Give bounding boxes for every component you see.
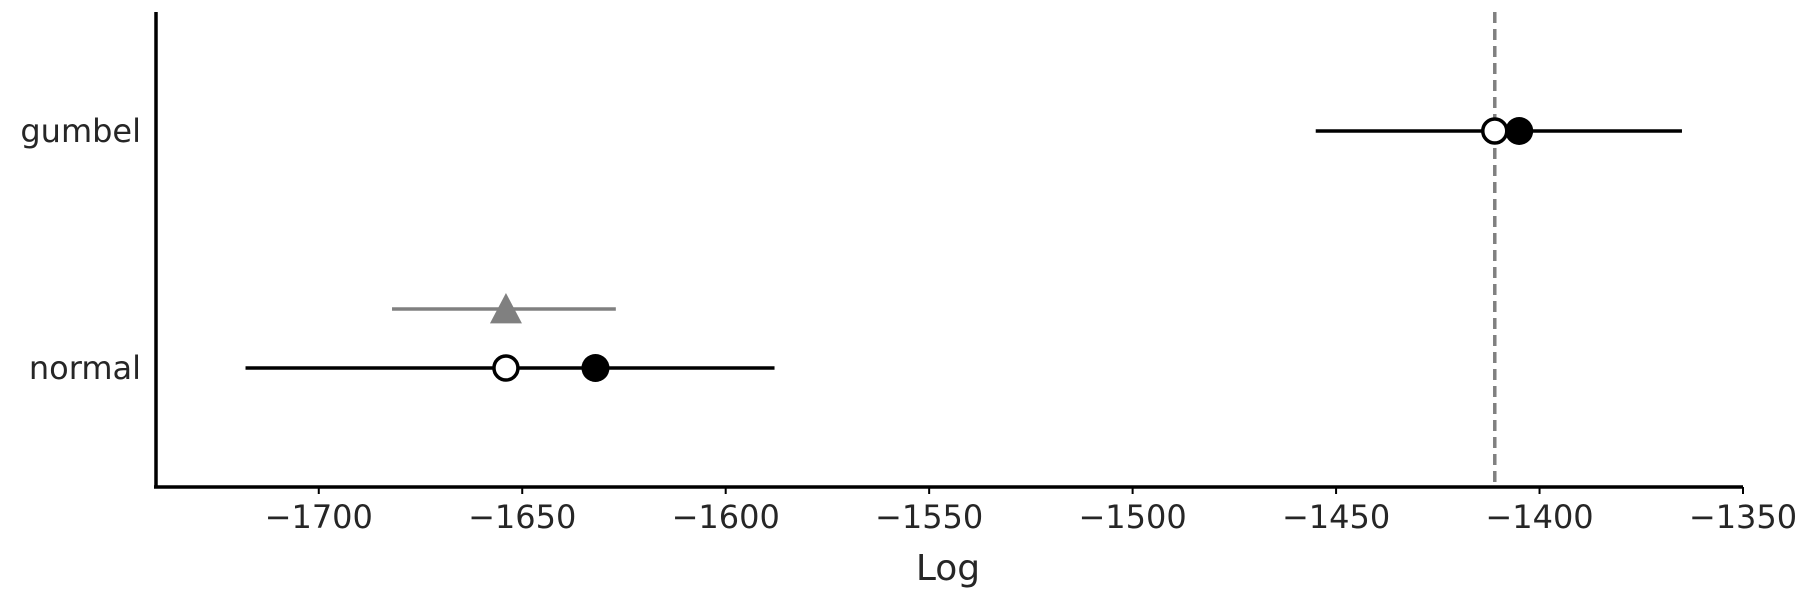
x-axis-title: Log	[916, 548, 980, 589]
x-ticks: −1700 −1650 −1600 −1550 −1500 −1450 −1400 −1350	[265, 487, 1797, 536]
estimate-marker	[1505, 117, 1534, 145]
model-label: normal	[29, 349, 141, 387]
in-sample-marker	[1481, 117, 1509, 145]
x-tick-label: −1700	[265, 498, 373, 536]
x-tick-label: −1550	[875, 498, 983, 536]
plot-area	[245, 12, 1682, 487]
x-tick-label: −1500	[1078, 498, 1186, 536]
difference-marker	[489, 293, 522, 324]
model-label: gumbel	[20, 112, 141, 150]
x-tick-label: −1450	[1282, 498, 1390, 536]
x-tick-label: −1600	[672, 498, 780, 536]
x-tick-label: −1650	[468, 498, 576, 536]
x-tick-label: −1400	[1485, 498, 1593, 536]
x-tick-label: −1350	[1689, 498, 1797, 536]
in-sample-marker	[492, 354, 520, 382]
model-labels: gumbel normal	[20, 112, 141, 387]
axes	[154, 12, 1743, 489]
estimate-marker	[581, 354, 610, 382]
